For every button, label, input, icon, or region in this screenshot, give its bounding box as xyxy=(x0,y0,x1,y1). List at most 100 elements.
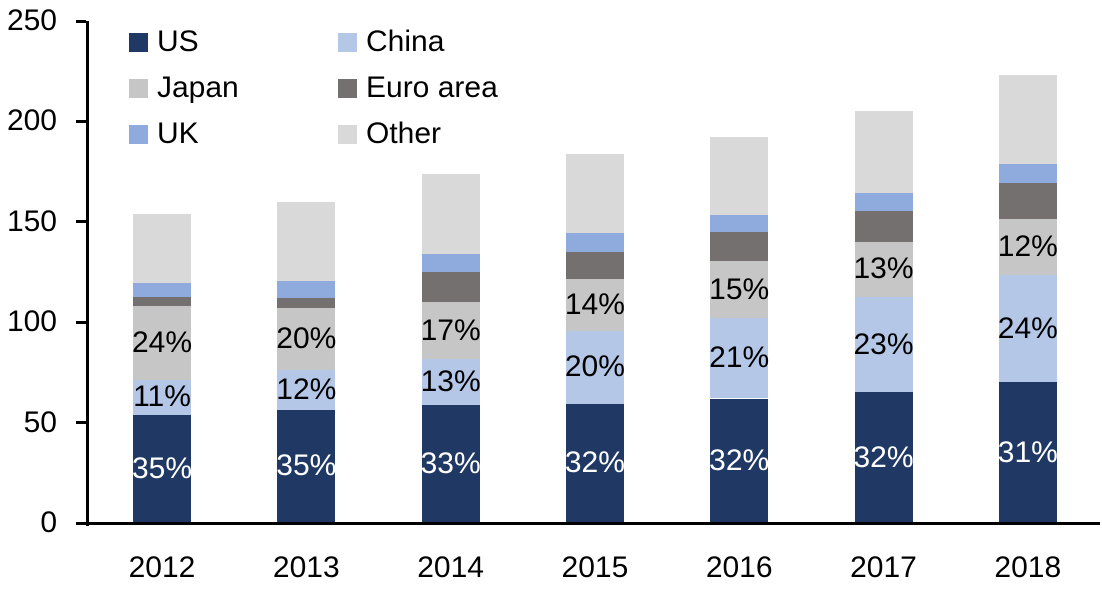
segment-pct-label-china: 12% xyxy=(276,372,337,406)
y-tick-label: 150 xyxy=(6,204,57,238)
bar-segment-euro-area-2015 xyxy=(565,251,624,279)
bar-segment-uk-2017 xyxy=(854,192,913,211)
bar-segment-us-2018: 31% xyxy=(997,382,1058,523)
legend-swatch-other xyxy=(338,124,357,144)
legend-item-euro-area: Euro area xyxy=(338,71,498,105)
y-tick-label: 100 xyxy=(6,305,57,339)
bar-segment-japan-2013: 20% xyxy=(276,308,337,371)
bar-segment-china-2017: 23% xyxy=(853,297,914,393)
bar-segment-japan-2015: 14% xyxy=(564,279,625,332)
legend-swatch-japan xyxy=(129,78,148,98)
x-tick-label-2014: 2014 xyxy=(417,551,484,584)
bar-segment-uk-2016 xyxy=(710,214,769,232)
bar-segment-other-2018 xyxy=(998,75,1057,164)
bar-segment-euro-area-2017 xyxy=(854,210,913,242)
legend-item-us: US xyxy=(129,25,199,59)
bar-segment-uk-2015 xyxy=(565,232,624,252)
segment-pct-label-japan: 17% xyxy=(420,313,481,347)
bar-segment-other-2014 xyxy=(421,173,480,254)
legend-swatch-china xyxy=(338,32,357,52)
y-tick-label: 200 xyxy=(6,104,57,138)
legend-label-japan: Japan xyxy=(157,71,239,104)
x-axis-line xyxy=(86,522,1100,525)
bar-segment-us-2014: 33% xyxy=(420,404,481,523)
segment-pct-label-japan: 20% xyxy=(276,322,337,356)
y-axis-line xyxy=(86,21,89,526)
segment-pct-label-japan: 12% xyxy=(997,229,1058,263)
bar-segment-euro-area-2018 xyxy=(998,182,1057,219)
bar-segment-us-2012: 35% xyxy=(131,414,193,523)
y-tick-label: 50 xyxy=(23,405,57,439)
y-tick-mark xyxy=(76,320,86,324)
bar-segment-euro-area-2014 xyxy=(421,272,480,303)
segment-pct-label-japan: 13% xyxy=(853,252,914,286)
x-tick-label-2015: 2015 xyxy=(561,551,629,584)
y-tick-mark xyxy=(76,421,86,425)
legend-item-uk: UK xyxy=(129,117,199,151)
bar-segment-euro-area-2016 xyxy=(710,231,769,261)
segment-pct-label-japan: 24% xyxy=(131,326,193,360)
y-tick-label: 250 xyxy=(6,4,57,37)
legend-label-us: US xyxy=(157,25,199,58)
x-tick-label-2012: 2012 xyxy=(128,551,196,584)
legend-swatch-uk xyxy=(129,124,148,144)
y-tick-mark xyxy=(76,19,86,23)
bar-segment-china-2015: 20% xyxy=(564,331,625,404)
y-tick-mark xyxy=(76,119,86,123)
bar-segment-other-2012 xyxy=(133,213,191,284)
segment-pct-label-china: 11% xyxy=(133,380,191,414)
bar-segment-uk-2013 xyxy=(277,281,336,299)
legend-label-euro-area: Euro area xyxy=(366,71,498,104)
x-tick-label-2017: 2017 xyxy=(850,551,917,584)
x-tick-label-2016: 2016 xyxy=(705,551,773,584)
segment-pct-label-china: 23% xyxy=(853,327,914,361)
bar-segment-other-2013 xyxy=(277,201,336,282)
bar-segment-china-2016: 21% xyxy=(709,318,770,399)
bar-segment-japan-2018: 12% xyxy=(997,218,1058,275)
legend-label-china: China xyxy=(366,25,445,58)
bar-segment-euro-area-2012 xyxy=(133,297,191,307)
y-tick-mark xyxy=(76,521,86,525)
bar-segment-china-2013: 12% xyxy=(276,370,337,410)
segment-pct-label-china: 13% xyxy=(420,364,481,398)
legend-swatch-us xyxy=(129,32,148,52)
bar-segment-us-2013: 35% xyxy=(276,409,337,523)
bar-segment-uk-2018 xyxy=(998,163,1057,183)
segment-pct-label-china: 20% xyxy=(564,350,625,384)
bar-segment-other-2015 xyxy=(565,153,624,233)
bar-segment-japan-2012: 24% xyxy=(131,306,193,381)
segment-pct-label-us: 35% xyxy=(131,451,193,485)
bar-segment-us-2017: 32% xyxy=(853,392,914,523)
bar-segment-china-2012: 11% xyxy=(133,380,191,415)
segment-pct-label-japan: 15% xyxy=(709,272,770,306)
legend-label-uk: UK xyxy=(157,117,199,150)
segment-pct-label-china: 21% xyxy=(709,341,770,375)
segment-pct-label-japan: 14% xyxy=(564,288,625,322)
segment-pct-label-china: 24% xyxy=(997,311,1058,345)
segment-pct-label-us: 35% xyxy=(276,449,337,483)
bar-segment-japan-2014: 17% xyxy=(420,302,481,360)
legend-swatch-euro-area xyxy=(338,78,357,98)
bar-segment-uk-2012 xyxy=(133,283,191,298)
y-tick-label: 0 xyxy=(40,506,57,539)
bar-segment-other-2016 xyxy=(710,137,769,215)
bar-segment-other-2017 xyxy=(854,111,913,193)
legend-item-other: Other xyxy=(338,117,441,151)
segment-pct-label-us: 31% xyxy=(997,435,1058,469)
segment-pct-label-us: 32% xyxy=(709,443,770,477)
x-tick-label-2013: 2013 xyxy=(272,551,340,584)
bar-segment-china-2014: 13% xyxy=(420,359,481,405)
bar-segment-euro-area-2013 xyxy=(277,298,336,309)
legend-label-other: Other xyxy=(366,117,442,150)
segment-pct-label-us: 33% xyxy=(420,446,481,480)
legend-item-japan: Japan xyxy=(129,71,239,105)
segment-pct-label-us: 32% xyxy=(564,446,625,480)
bar-segment-japan-2017: 13% xyxy=(853,241,914,298)
x-tick-label-2018: 2018 xyxy=(994,551,1062,584)
bar-segment-us-2016: 32% xyxy=(709,398,770,523)
bar-segment-us-2015: 32% xyxy=(564,403,625,523)
segment-pct-label-us: 32% xyxy=(853,440,914,474)
y-tick-mark xyxy=(76,220,86,224)
bar-segment-japan-2016: 15% xyxy=(709,260,770,319)
